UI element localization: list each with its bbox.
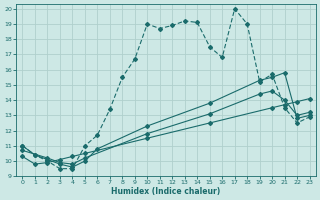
X-axis label: Humidex (Indice chaleur): Humidex (Indice chaleur) [111,187,221,196]
